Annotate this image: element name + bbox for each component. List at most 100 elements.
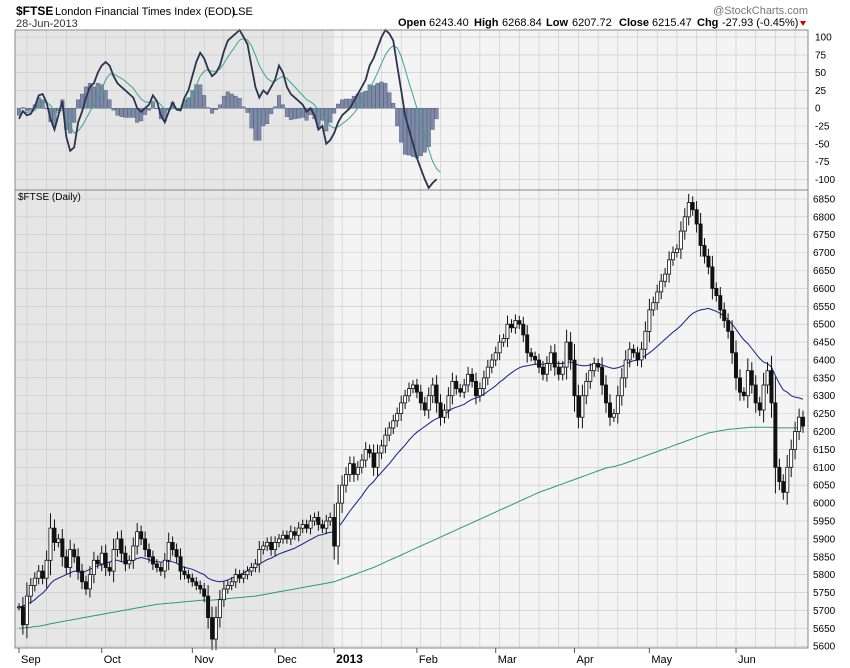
price-bar <box>627 341 632 368</box>
price-bar <box>509 319 514 333</box>
price-bar-body <box>706 255 711 268</box>
price-bar <box>497 334 502 361</box>
price-bar <box>359 454 364 474</box>
price-bar <box>143 531 148 557</box>
price-bar-body <box>210 617 215 640</box>
price-bar <box>442 404 447 424</box>
macd-histogram-bar <box>150 102 155 109</box>
macd-histogram-bar <box>127 107 132 118</box>
macd-histogram-bar <box>233 95 238 109</box>
macd-y-tick-label: 50 <box>815 68 827 79</box>
price-bar <box>87 566 92 598</box>
price-bar <box>544 356 549 382</box>
price-bar-body <box>399 402 404 414</box>
price-bar <box>206 585 211 629</box>
price-bar-body <box>249 567 254 572</box>
price-bar-body <box>139 531 144 540</box>
price-bar <box>332 503 337 560</box>
price-bar <box>292 526 297 541</box>
price-bar <box>316 511 321 531</box>
price-bar-body <box>541 366 545 375</box>
price-bar <box>367 444 372 458</box>
price-bar-body <box>647 309 652 332</box>
price-bar <box>32 572 37 592</box>
price-bar <box>749 362 754 394</box>
price-y-tick-label: 5900 <box>813 534 836 545</box>
macd-histogram-bar <box>265 107 270 124</box>
price-bar-body <box>229 581 234 586</box>
price-bar-body <box>154 563 159 568</box>
price-bar <box>434 375 439 413</box>
close-value: 6215.47 <box>652 17 692 29</box>
price-bar <box>391 414 396 434</box>
price-bar-body <box>608 402 612 418</box>
macd-histogram-bar <box>241 106 246 109</box>
price-bar-body <box>675 248 679 253</box>
price-bar <box>663 268 668 288</box>
price-bar <box>738 369 742 401</box>
price-bar-body <box>312 517 317 522</box>
price-bar <box>300 519 305 533</box>
price-bar-body <box>60 538 65 558</box>
price-bar-body <box>52 527 57 543</box>
price-bar <box>383 427 388 454</box>
price-bar-body <box>198 585 203 590</box>
macd-histogram-bar <box>292 107 297 120</box>
price-bar-body <box>213 617 218 640</box>
price-bar <box>284 530 289 544</box>
price-bar-body <box>489 359 494 368</box>
price-bar <box>36 565 41 585</box>
x-tick-label: May <box>651 654 672 666</box>
price-bar-body <box>430 384 435 397</box>
price-bar <box>501 333 506 347</box>
price-bar <box>340 475 345 513</box>
price-bar <box>257 541 262 573</box>
macd-histogram-bar <box>139 107 144 122</box>
price-bar <box>166 532 171 571</box>
price-bar <box>288 525 293 545</box>
price-bar <box>422 396 427 417</box>
macd-histogram-bar <box>115 107 120 116</box>
price-bar-body <box>533 355 538 361</box>
price-bar <box>635 346 640 366</box>
price-bar <box>564 329 569 380</box>
moving-average-long-line <box>18 426 803 629</box>
price-bar-body <box>76 556 81 572</box>
price-bar <box>619 368 624 406</box>
price-bar <box>769 355 774 418</box>
macd-y-tick-label: 25 <box>815 86 827 97</box>
price-bar-body <box>426 395 431 411</box>
price-bar <box>336 484 341 565</box>
macd-histogram-bar <box>340 99 345 109</box>
macd-y-tick-label: -50 <box>815 139 830 150</box>
price-bar-body <box>513 320 518 329</box>
price-y-tick-label: 6300 <box>813 391 836 402</box>
close-label: Close <box>619 17 649 29</box>
price-bar <box>489 353 494 374</box>
price-bar <box>753 375 758 413</box>
price-bar-body <box>651 302 656 311</box>
price-bar <box>127 555 132 569</box>
price-bar-body <box>217 599 222 619</box>
low-value: 6207.72 <box>572 17 612 29</box>
price-y-tick-label: 5950 <box>813 516 836 527</box>
price-bar <box>785 455 790 505</box>
price-y-tick-label: 5850 <box>813 552 836 563</box>
price-bar-body <box>560 366 565 375</box>
open-value: 6243.40 <box>429 17 469 29</box>
price-bar-body <box>225 585 230 590</box>
macd-histogram-bar <box>403 107 408 155</box>
price-bar <box>269 536 274 556</box>
price-bar-body <box>801 416 805 427</box>
price-bar <box>186 569 191 584</box>
price-bar <box>466 366 471 393</box>
price-bar <box>111 538 116 583</box>
price-bar-body <box>678 230 683 250</box>
index-name: London Financial Times Index (EOD) <box>55 6 235 18</box>
price-bar-body <box>123 552 128 565</box>
price-y-tick-label: 6850 <box>813 194 836 205</box>
x-tick-label: Mar <box>498 654 517 666</box>
price-bar-body <box>434 384 439 404</box>
macd-histogram-bar <box>426 107 431 147</box>
price-bar-body <box>320 524 325 529</box>
